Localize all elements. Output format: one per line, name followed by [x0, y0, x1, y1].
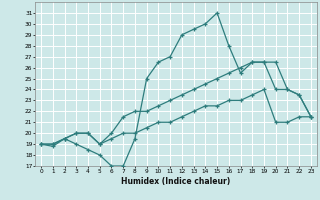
- X-axis label: Humidex (Indice chaleur): Humidex (Indice chaleur): [121, 177, 231, 186]
